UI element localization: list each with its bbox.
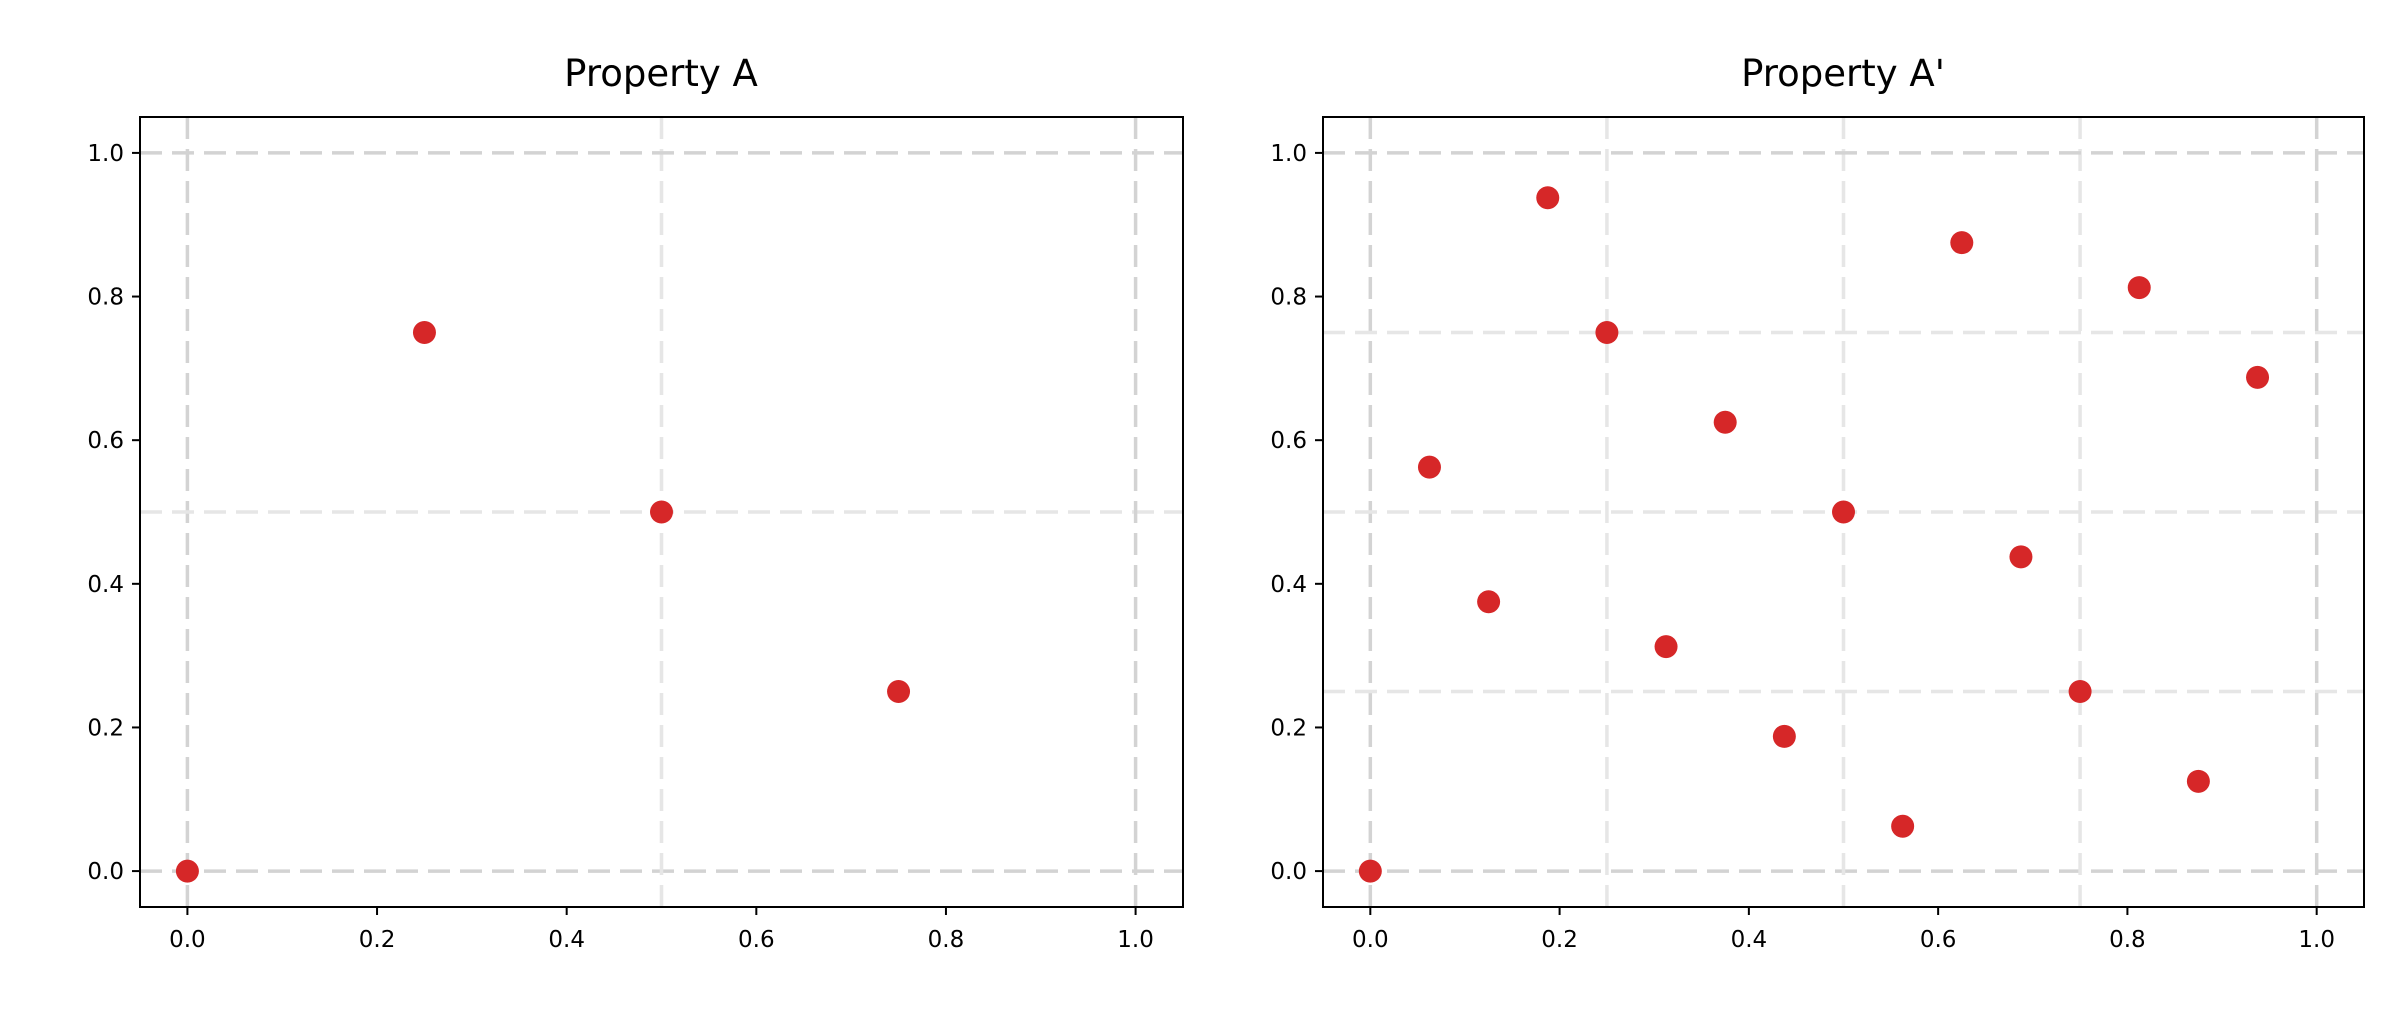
- data-point: [2009, 545, 2033, 569]
- axes-frame: [1322, 116, 2365, 908]
- data-point: [650, 500, 673, 524]
- y-tick-label: 0.6: [87, 428, 124, 454]
- x-tick-label: 0.6: [1920, 927, 1957, 953]
- y-tick-label: 0.2: [87, 715, 124, 741]
- y-tick-label: 0.6: [1270, 428, 1307, 454]
- data-point: [1358, 859, 1382, 883]
- subplot-property-a: Property A 0.0 0.2 0.4 0.6 0.8 1.0 0.0 0.2 0.4 0.…: [87, 52, 1184, 953]
- data-point: [175, 859, 199, 883]
- y-tick-label: 0.4: [1270, 572, 1307, 598]
- data-point: [2068, 680, 2092, 704]
- x-tick-label: 0.2: [1541, 927, 1578, 953]
- x-tick-label: 1.0: [1117, 927, 1154, 953]
- data-point: [1536, 186, 1560, 210]
- x-tick-label: 1.0: [2298, 927, 2335, 953]
- x-tick-label: 0.2: [359, 927, 396, 953]
- y-tick-label: 0.4: [87, 572, 124, 598]
- x-tick-label: 0.4: [548, 927, 585, 953]
- y-tick-label: 0.8: [1270, 285, 1307, 311]
- x-tick-label: 0.0: [169, 927, 206, 953]
- y-tick-label: 0.8: [87, 285, 124, 311]
- data-point: [1772, 724, 1796, 748]
- data-point: [887, 680, 911, 704]
- x-tick-label: 0.4: [1731, 927, 1768, 953]
- data-point: [2246, 365, 2270, 389]
- data-point: [1713, 410, 1737, 434]
- y-tick-label: 1.0: [87, 141, 124, 167]
- data-point: [1417, 455, 1441, 479]
- data-point: [1477, 590, 1501, 614]
- x-tick-label: 0.8: [928, 927, 965, 953]
- y-tick-label: 0.0: [1270, 859, 1307, 885]
- subplot-title: Property A: [564, 52, 758, 95]
- data-point: [1891, 814, 1915, 838]
- data-point: [2127, 276, 2151, 300]
- y-tick-label: 1.0: [1270, 141, 1307, 167]
- data-point: [1595, 320, 1619, 344]
- data-point: [1950, 231, 1974, 255]
- axes-frame: [139, 116, 1184, 908]
- x-tick-label: 0.0: [1352, 927, 1389, 953]
- x-tick-label: 0.8: [2109, 927, 2146, 953]
- data-point: [2186, 769, 2210, 793]
- subplot-title: Property A': [1741, 52, 1945, 95]
- data-point: [412, 320, 436, 344]
- x-tick-label: 0.6: [738, 927, 775, 953]
- data-point: [1832, 500, 1855, 524]
- y-tick-label: 0.0: [87, 859, 124, 885]
- subplot-property-a-prime: Property A' 0.0 0.2 0.4 0.6 0.8 1.0 0.0 0.2 0.4 0…: [1270, 52, 2365, 953]
- data-point: [1654, 635, 1678, 659]
- y-tick-label: 0.2: [1270, 715, 1307, 741]
